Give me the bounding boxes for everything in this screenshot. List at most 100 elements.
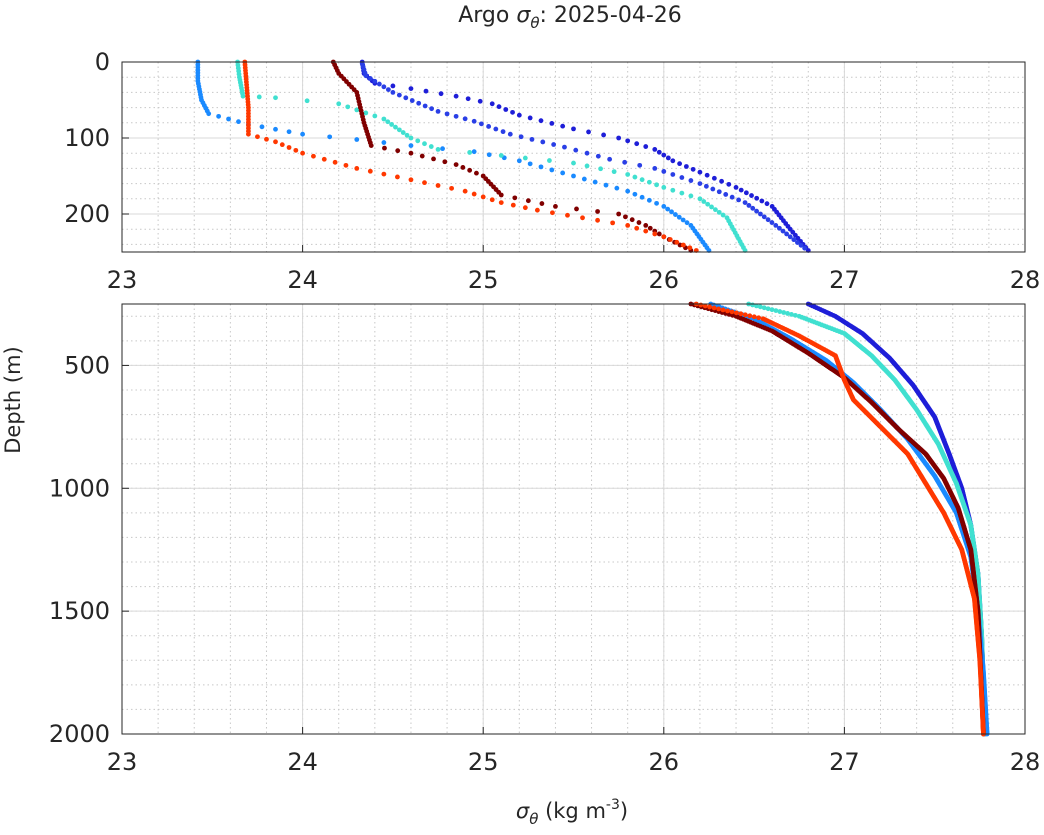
profile-point bbox=[654, 200, 659, 206]
profile-point bbox=[516, 158, 522, 164]
profile-point bbox=[565, 212, 570, 218]
profile-point bbox=[616, 135, 622, 141]
profile-point bbox=[751, 314, 757, 320]
profile-point bbox=[354, 107, 360, 113]
profile-point bbox=[639, 194, 645, 200]
profile-point bbox=[435, 183, 441, 188]
profile-point bbox=[784, 231, 790, 237]
xlabel-unit-superscript: -3 bbox=[606, 797, 620, 813]
profile-point bbox=[634, 141, 640, 147]
profile-point bbox=[614, 185, 620, 191]
profile-point bbox=[683, 164, 689, 169]
profile-point bbox=[726, 181, 732, 187]
profile-point bbox=[584, 150, 590, 156]
profile-point bbox=[453, 162, 459, 168]
profile-point bbox=[496, 104, 502, 110]
profile-point bbox=[764, 201, 770, 207]
profile-point bbox=[697, 169, 703, 175]
profile-point bbox=[652, 166, 658, 171]
profile-point bbox=[489, 101, 495, 107]
profile-point bbox=[300, 150, 305, 156]
profile-point bbox=[332, 159, 338, 165]
profile-point bbox=[776, 225, 782, 231]
profile-point bbox=[703, 183, 709, 189]
profile-point bbox=[534, 207, 540, 213]
profile-point bbox=[571, 173, 576, 179]
profile-point bbox=[667, 237, 673, 242]
profile-point bbox=[690, 166, 696, 172]
profile-point bbox=[385, 87, 391, 93]
profile-point bbox=[419, 153, 425, 159]
profile-point bbox=[444, 111, 450, 117]
profile-point bbox=[460, 165, 466, 170]
profile-point bbox=[422, 180, 427, 186]
x-tick-label: 27 bbox=[829, 266, 860, 294]
profile-point bbox=[395, 174, 400, 180]
profile-point bbox=[747, 313, 753, 319]
profile-point bbox=[550, 210, 555, 216]
x-tick-label: 25 bbox=[468, 748, 499, 776]
profile-point bbox=[540, 139, 546, 145]
profile-point bbox=[625, 223, 631, 228]
profile-point bbox=[474, 170, 479, 176]
profile-point bbox=[710, 186, 716, 192]
profile-point bbox=[754, 195, 760, 201]
profile-series bbox=[693, 301, 986, 737]
profile-point bbox=[363, 73, 369, 79]
profile-point bbox=[503, 107, 509, 112]
axes-frame bbox=[121, 303, 1026, 735]
profile-point bbox=[562, 144, 567, 150]
profile-point bbox=[408, 143, 414, 149]
profile-point bbox=[792, 312, 798, 318]
profile-point bbox=[518, 134, 524, 140]
profile-point bbox=[652, 231, 658, 237]
profile-point bbox=[273, 95, 278, 101]
profile-point bbox=[498, 192, 504, 198]
profile-point bbox=[553, 204, 558, 209]
profile-point bbox=[723, 192, 729, 197]
profile-point bbox=[381, 140, 387, 145]
profile-point bbox=[574, 206, 579, 212]
x-tick-label: 23 bbox=[107, 266, 138, 294]
profile-point bbox=[498, 153, 504, 158]
profile-point bbox=[480, 194, 486, 200]
x-axis-label: σθ (kg m-3) bbox=[516, 797, 628, 828]
profile-point bbox=[711, 175, 717, 181]
profile-point bbox=[643, 223, 649, 228]
profile-point bbox=[293, 147, 299, 153]
profile-point bbox=[754, 303, 759, 309]
profile-point bbox=[698, 302, 704, 308]
profile-point bbox=[423, 88, 429, 94]
profile-point bbox=[625, 188, 631, 194]
profile-point bbox=[639, 177, 645, 183]
profile-point bbox=[400, 130, 406, 135]
profile-point bbox=[701, 199, 707, 204]
profile-point bbox=[286, 145, 292, 150]
profile-point bbox=[769, 220, 775, 225]
profile-point bbox=[396, 127, 402, 133]
profile-point bbox=[465, 96, 471, 102]
profile-point bbox=[393, 124, 398, 130]
profile-point bbox=[674, 239, 680, 245]
profile-point bbox=[525, 198, 531, 204]
profile-point bbox=[622, 159, 628, 165]
profile-point bbox=[629, 217, 635, 223]
profile-point bbox=[527, 161, 533, 167]
profile-point bbox=[720, 307, 726, 313]
title-symbol: σ bbox=[516, 3, 531, 28]
profile-point bbox=[654, 182, 659, 188]
profile-point bbox=[729, 309, 735, 315]
profile-point bbox=[716, 306, 721, 312]
profile-point bbox=[409, 98, 415, 103]
profile-point bbox=[661, 169, 667, 174]
profile-point bbox=[601, 132, 606, 138]
profile-point bbox=[396, 92, 402, 98]
profile-point bbox=[428, 144, 434, 149]
profile-point bbox=[471, 118, 477, 124]
profile-point bbox=[345, 104, 351, 110]
profile-point bbox=[507, 131, 513, 137]
profile-point bbox=[746, 203, 752, 208]
profile-point bbox=[256, 94, 262, 100]
profile-point bbox=[512, 195, 518, 201]
